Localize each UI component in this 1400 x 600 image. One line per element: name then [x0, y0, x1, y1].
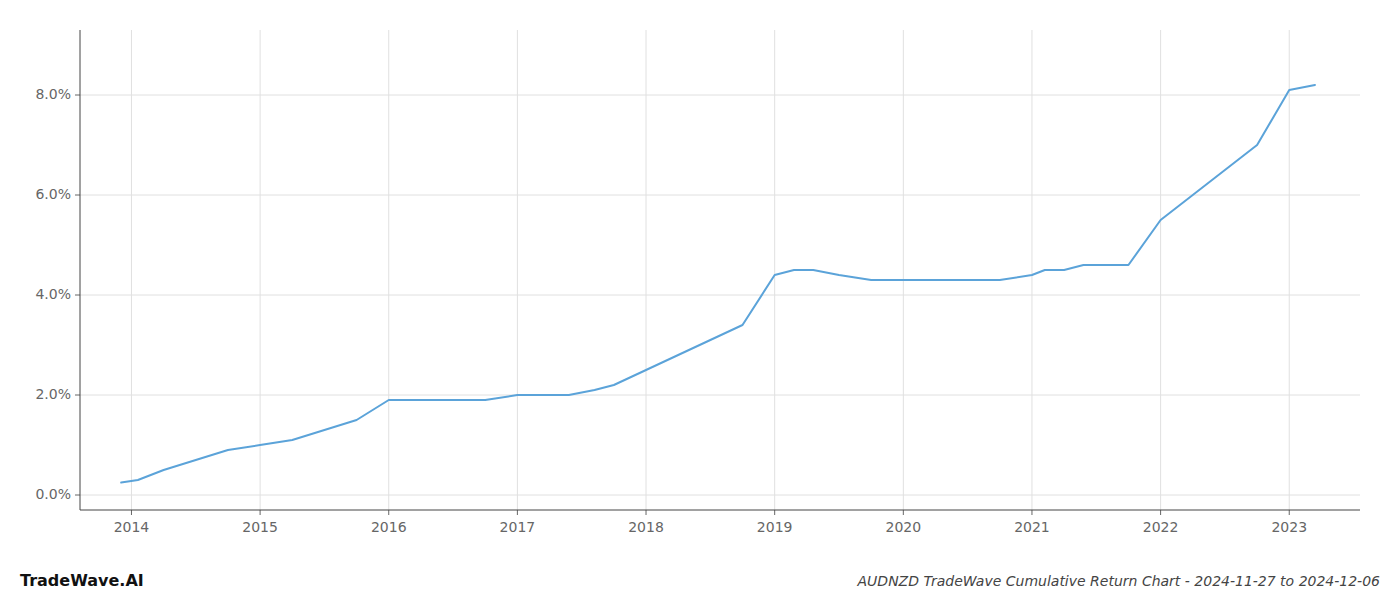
- title: AUDNZD TradeWave Cumulative Return Chart…: [857, 573, 1381, 589]
- y-tick: [75, 195, 80, 196]
- x-tick: [388, 510, 389, 515]
- x-grid-line: [1031, 30, 1032, 510]
- x-grid-line: [646, 30, 647, 510]
- x-tick: [774, 510, 775, 515]
- y-tick-label: 8.0%: [35, 86, 71, 102]
- x-grid-line: [1289, 30, 1290, 510]
- watermark: TradeWave.AI: [20, 571, 144, 590]
- y-grid-line: [80, 395, 1360, 396]
- x-tick-label: 2015: [242, 519, 278, 535]
- x-grid-line: [517, 30, 518, 510]
- x-tick-label: 2020: [885, 519, 921, 535]
- x-tick-label: 2018: [628, 519, 664, 535]
- axes: 0.0% 2.0% 4.0% 6.0% 8.0% 2014 2015 2016 2017 2018…: [35, 30, 1360, 535]
- y-grid-line: [80, 295, 1360, 296]
- x-tick-label: 2023: [1271, 519, 1307, 535]
- series-line: [121, 85, 1315, 483]
- y-grid-line: [80, 195, 1360, 196]
- y-axis-line: [80, 30, 81, 510]
- x-tick-label: 2021: [1014, 519, 1050, 535]
- x-grid-line: [388, 30, 389, 510]
- y-grid-line: [80, 495, 1360, 496]
- x-axis-line: [80, 510, 1360, 511]
- y-tick: [75, 95, 80, 96]
- x-grid-line: [903, 30, 904, 510]
- x-tick: [517, 510, 518, 515]
- y-tick: [75, 395, 80, 396]
- x-grid-line: [774, 30, 775, 510]
- x-tick-label: 2016: [371, 519, 407, 535]
- x-tick-label: 2022: [1143, 519, 1179, 535]
- x-tick: [1160, 510, 1161, 515]
- x-tick: [260, 510, 261, 515]
- y-tick: [75, 295, 80, 296]
- x-grid-line: [260, 30, 261, 510]
- y-tick-label: 6.0%: [35, 186, 71, 202]
- x-grid-line: [131, 30, 132, 510]
- x-tick-label: 2014: [114, 519, 150, 535]
- y-tick: [75, 495, 80, 496]
- x-grid-line: [1160, 30, 1161, 510]
- y-grid-line: [80, 95, 1360, 96]
- x-tick: [646, 510, 647, 515]
- chart: 0.0% 2.0% 4.0% 6.0% 8.0% 2014 2015 2016 2017 2018…: [0, 0, 1400, 600]
- x-tick: [1289, 510, 1290, 515]
- y-tick-label: 0.0%: [35, 486, 71, 502]
- y-tick-label: 4.0%: [35, 286, 71, 302]
- grid: [80, 30, 1360, 510]
- plot-area: [121, 85, 1315, 483]
- x-tick-label: 2019: [757, 519, 793, 535]
- y-tick-label: 2.0%: [35, 386, 71, 402]
- x-tick: [903, 510, 904, 515]
- x-tick: [131, 510, 132, 515]
- x-tick: [1031, 510, 1032, 515]
- x-tick-label: 2017: [500, 519, 536, 535]
